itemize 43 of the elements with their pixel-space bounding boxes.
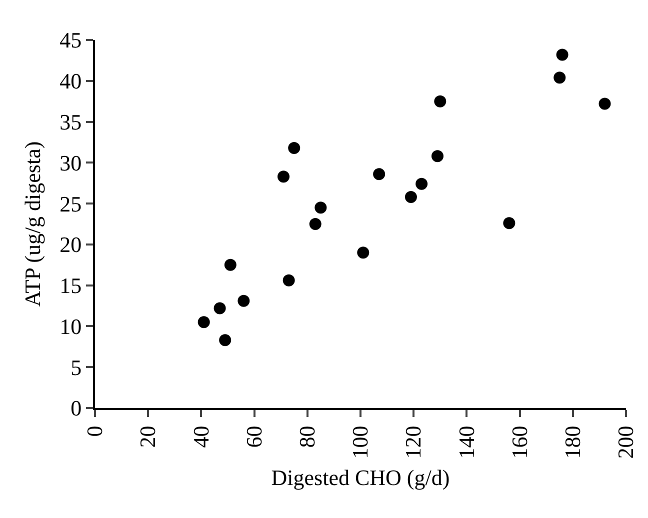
point xyxy=(357,246,370,259)
y-tick-label: 15 xyxy=(60,273,82,298)
point xyxy=(214,302,226,314)
x-tick-label: 40 xyxy=(188,426,214,448)
point xyxy=(416,178,428,190)
x-tick-label: 180 xyxy=(560,426,586,459)
y-tick-label: 20 xyxy=(60,232,82,258)
y-tick-label: 10 xyxy=(60,314,82,339)
y-tick-label: 30 xyxy=(60,150,82,176)
y-tick-label: 35 xyxy=(60,109,82,134)
y-tick-label: 25 xyxy=(60,191,82,216)
point xyxy=(224,258,236,271)
point xyxy=(503,217,516,230)
x-tick-label: 140 xyxy=(454,426,479,459)
point xyxy=(309,218,322,230)
y-tick-label: 40 xyxy=(60,68,82,94)
point xyxy=(219,334,232,346)
point xyxy=(554,72,566,84)
y-tick-label: 45 xyxy=(60,28,82,53)
point xyxy=(288,142,300,154)
y-axis-title: ATP (ug/g digesta) xyxy=(20,141,45,307)
x-axis-title: Digested CHO (g/d) xyxy=(271,465,450,490)
x-tick-label: 100 xyxy=(348,426,373,459)
point xyxy=(238,294,250,307)
point xyxy=(598,98,611,110)
point xyxy=(198,316,210,328)
point xyxy=(282,274,295,286)
point xyxy=(373,168,386,180)
point xyxy=(556,48,568,61)
x-tick-label: 60 xyxy=(241,426,266,448)
x-tick-label: 120 xyxy=(400,426,426,459)
point xyxy=(404,191,417,204)
x-tick-label: 0 xyxy=(82,426,108,437)
x-tick-label: 80 xyxy=(294,426,320,448)
x-tick-label: 20 xyxy=(135,426,160,448)
point xyxy=(434,95,446,108)
x-tick-label: 160 xyxy=(506,426,532,459)
x-tick-label: 200 xyxy=(613,426,638,459)
y-tick-label: 0 xyxy=(70,396,82,421)
point xyxy=(431,150,444,162)
point xyxy=(278,170,290,183)
point xyxy=(314,202,327,214)
y-tick-label: 5 xyxy=(70,354,82,380)
